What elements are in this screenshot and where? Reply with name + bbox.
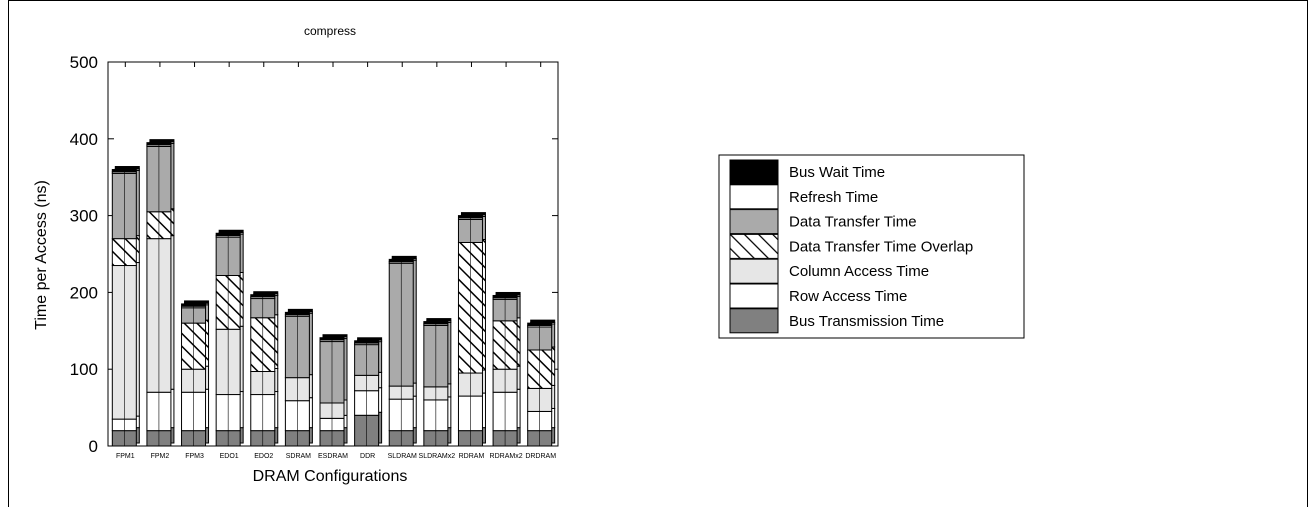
x-tick-label: SLDRAM (388, 453, 417, 460)
bar-segment-bus-wait-time (391, 255, 417, 260)
legend-label: Data Transfer Time Overlap (789, 238, 973, 255)
legend-label: Bus Wait Time (789, 164, 885, 181)
legend-swatch (729, 258, 779, 284)
y-tick-label: 400 (70, 130, 98, 149)
bar-segment-bus-wait-time (287, 308, 313, 313)
legend-label: Bus Transmission Time (789, 313, 944, 330)
bar-segment-bus-wait-time (460, 212, 486, 216)
bars-group (111, 139, 556, 447)
figure-frame (8, 0, 1308, 507)
y-axis: 0 100 200 300 400 500 (70, 53, 558, 456)
bar-segment-bus-wait-time (530, 319, 556, 323)
x-tick-label: EDO1 (220, 453, 239, 460)
bar-segment-bus-wait-time (495, 291, 521, 296)
x-axis: FPM1 FPM2 FPM3 EDO1 EDO2 SDRAM ESDRAM DDR SLDRAM… (116, 62, 556, 460)
bar-segment-bus-wait-time (426, 318, 452, 322)
chart-title: compress (304, 24, 356, 38)
x-tick-label: SLDRAMx2 (419, 453, 456, 460)
x-tick-label: FPM3 (185, 453, 204, 460)
bar-segment-bus-wait-time (357, 337, 383, 341)
bar-segment-bus-wait-time (253, 291, 279, 295)
bar-segment-bus-wait-time (322, 334, 348, 338)
legend: Bus Wait Time Refresh Time Data Transfer T… (718, 154, 1025, 339)
x-tick-label: RDRAMx2 (490, 453, 523, 460)
x-axis-label: DRAM Configurations (253, 468, 408, 485)
y-axis-label: Time per Access (ns) (33, 180, 50, 330)
x-tick-label: EDO2 (254, 453, 273, 460)
x-tick-label: FPM1 (116, 453, 135, 460)
x-tick-label: ESDRAM (318, 453, 348, 460)
bar-segment-bus-wait-time (114, 166, 140, 170)
x-tick-label: DRDRAM (525, 453, 556, 460)
legend-swatch (729, 184, 779, 210)
x-tick-label: SDRAM (286, 453, 311, 460)
y-tick-label: 0 (89, 437, 98, 456)
legend-swatch (729, 283, 779, 309)
legend-label: Column Access Time (789, 263, 929, 280)
x-tick-label: DDR (360, 453, 375, 460)
bar-segment-bus-wait-time (149, 139, 175, 143)
y-tick-label: 100 (70, 360, 98, 379)
legend-label: Data Transfer Time (789, 214, 917, 231)
bar-segment-bus-wait-time (184, 300, 210, 304)
y-tick-label: 300 (70, 207, 98, 226)
legend-swatch (729, 308, 779, 334)
x-tick-label: RDRAM (459, 453, 485, 460)
legend-label: Refresh Time (789, 189, 878, 206)
y-tick-label: 200 (70, 283, 98, 302)
x-tick-label: FPM2 (151, 453, 170, 460)
legend-swatch (729, 233, 779, 259)
bar-segment-bus-wait-time (218, 229, 244, 234)
legend-label: Row Access Time (789, 288, 907, 305)
legend-swatch (729, 159, 779, 185)
y-tick-label: 500 (70, 53, 98, 72)
legend-swatch (729, 209, 779, 235)
